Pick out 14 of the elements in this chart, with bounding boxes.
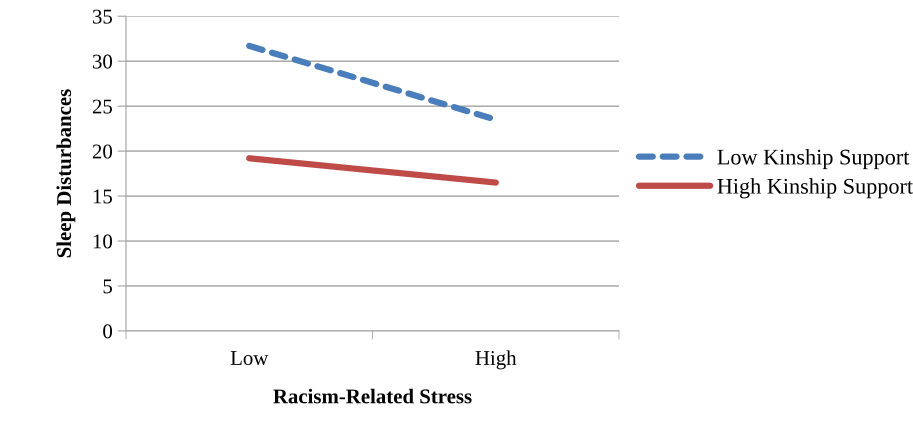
y-tick-label: 0 [103,324,112,338]
legend-label: Low Kinship Support [717,148,910,170]
y-tick-label: 35 [92,10,112,24]
x-axis-title: Racism-Related Stress [273,388,472,404]
y-tick-label: 30 [92,54,112,69]
x-tick-label: Low [230,351,268,366]
y-axis-title: Sleep Disturbances [56,89,76,258]
x-tick-label: High [476,350,516,370]
y-tick-label: 20 [92,144,112,159]
y-tick-label: 10 [94,234,112,248]
legend-label: High Kinship Support [717,178,913,198]
y-tick-label: 25 [92,100,112,114]
y-tick-label: 5 [104,280,112,294]
y-tick-label: 15 [94,190,112,204]
